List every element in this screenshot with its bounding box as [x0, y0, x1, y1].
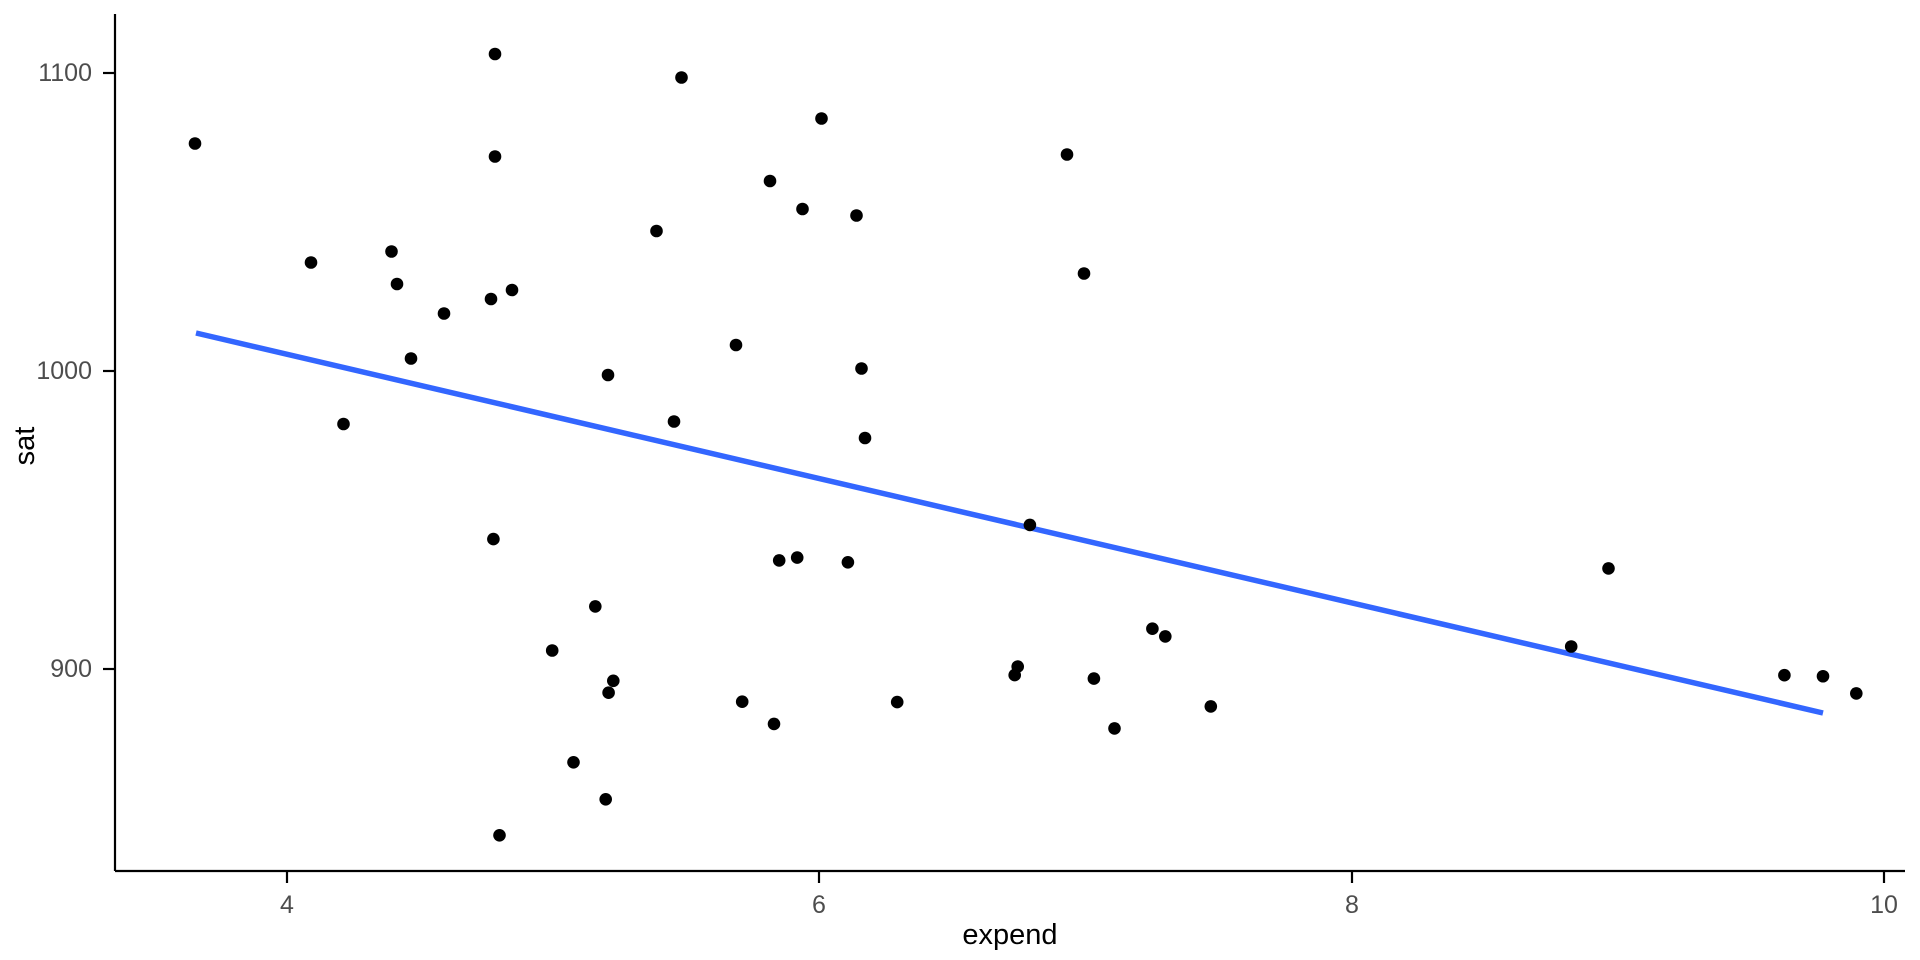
svg-text:8: 8	[1345, 891, 1359, 919]
svg-text:sat: sat	[9, 427, 41, 466]
svg-text:900: 900	[50, 655, 92, 683]
svg-text:4: 4	[280, 891, 294, 919]
svg-text:1000: 1000	[36, 357, 92, 385]
svg-text:10: 10	[1870, 891, 1898, 919]
svg-text:1100: 1100	[38, 59, 92, 87]
svg-text:6: 6	[812, 891, 826, 919]
svg-text:expend: expend	[962, 919, 1057, 951]
